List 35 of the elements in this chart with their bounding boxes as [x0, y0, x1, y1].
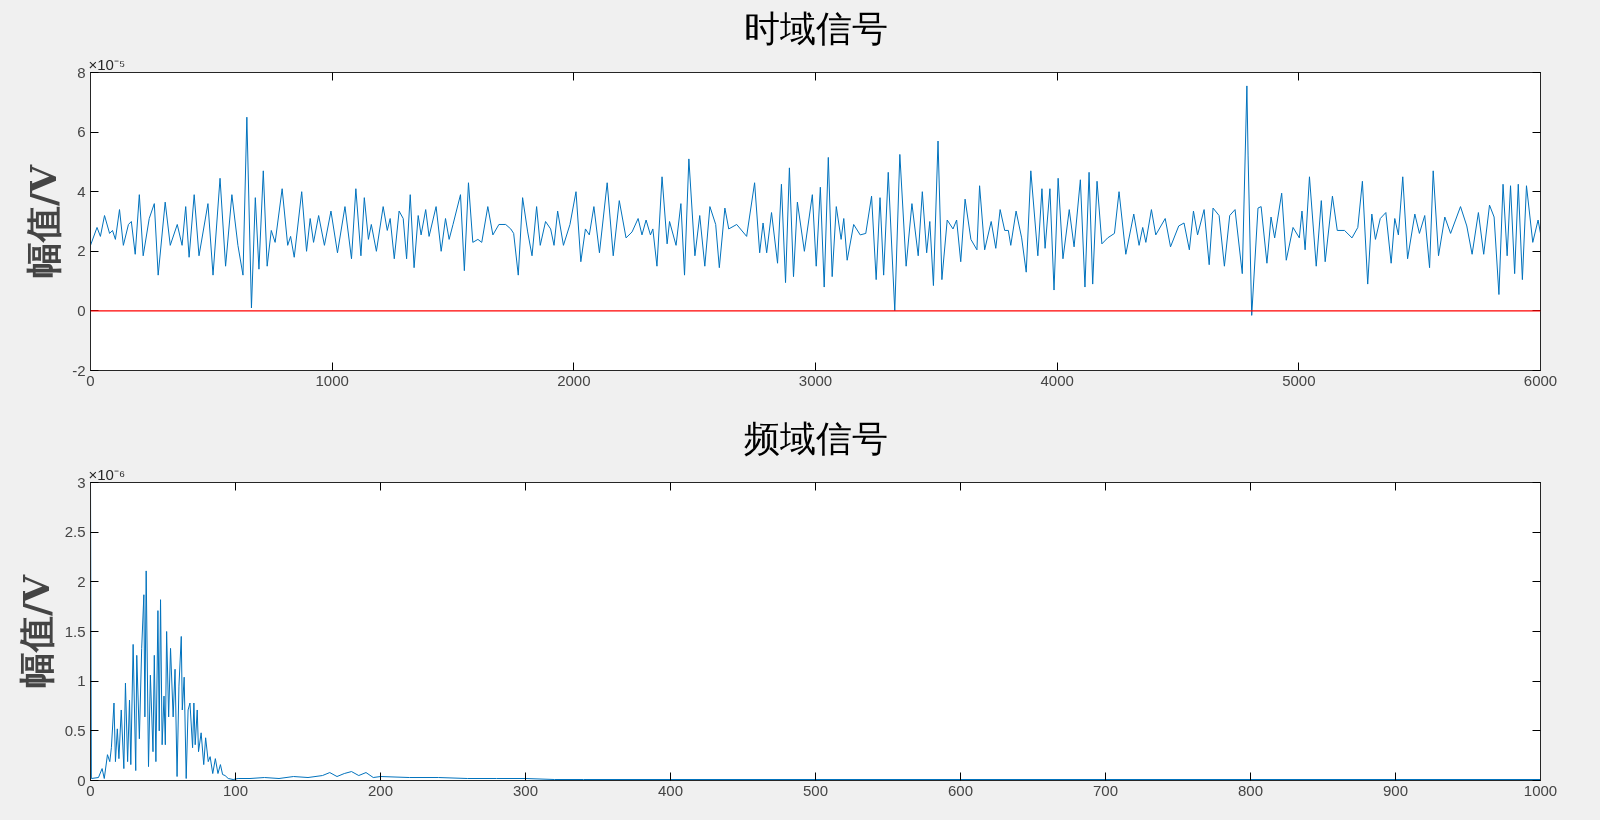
x-tick-label: 800	[1237, 781, 1264, 799]
y-axis-title: 幅值/V	[14, 573, 57, 689]
x-tick-label: 1000	[1523, 781, 1558, 799]
text: ×10⁻⁶	[88, 465, 126, 483]
x-tick-label: 1000	[315, 371, 349, 389]
x-tick-label: 400	[657, 781, 684, 799]
x-tick-label: 4000	[1040, 371, 1074, 389]
y-tick-label: 2	[77, 572, 86, 590]
y-tick-label: -2	[72, 361, 86, 379]
y-tick-label: 2	[77, 242, 86, 260]
text: ×10⁻⁵	[88, 55, 126, 73]
y-tick-label: 0.5	[64, 721, 86, 739]
x-tick-label: 300	[512, 781, 539, 799]
y-tick-label: 6	[77, 123, 86, 141]
chart-title: 频域信号	[743, 417, 888, 459]
chart-title: 时域信号	[743, 7, 888, 49]
y-tick-label: 4	[77, 182, 86, 200]
x-tick-label: 2000	[557, 371, 591, 389]
y-tick-label: 0	[77, 301, 86, 319]
y-tick-label: 2.5	[64, 523, 86, 541]
y-tick-label: 8	[77, 63, 86, 81]
line-series	[90, 85, 1541, 316]
x-tick-label: 6000	[1523, 371, 1558, 389]
x-tick-label: 700	[1092, 781, 1119, 799]
y-tick-label: 1.5	[64, 622, 86, 640]
y-tick-label: 3	[77, 473, 86, 491]
y-axis-title: 幅值/V	[22, 163, 65, 279]
x-tick-label: 5000	[1282, 371, 1316, 389]
x-tick-label: 900	[1382, 781, 1409, 799]
x-tick-label: 600	[947, 781, 974, 799]
x-tick-label: 3000	[798, 371, 833, 389]
x-tick-label: 200	[367, 781, 394, 799]
x-tick-label: 100	[222, 781, 249, 799]
x-tick-label: 500	[802, 781, 829, 799]
y-tick-label: 1	[77, 672, 86, 690]
